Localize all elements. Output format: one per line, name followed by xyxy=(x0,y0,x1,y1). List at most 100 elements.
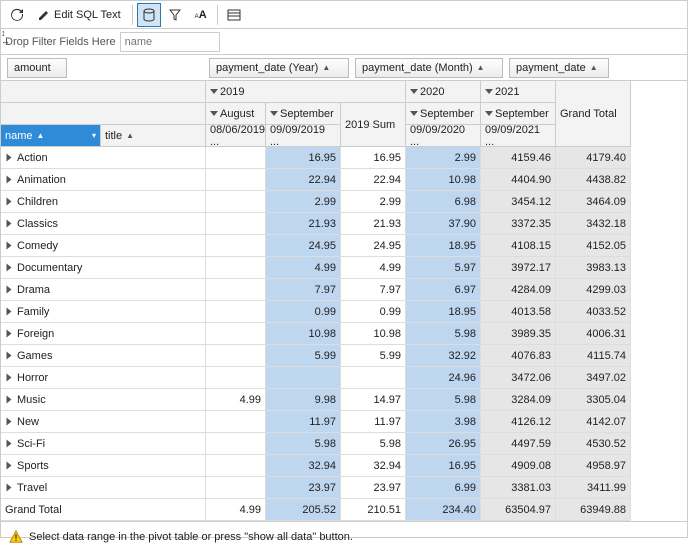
field-year[interactable]: payment_date (Year)▲ xyxy=(209,58,349,78)
data-cell[interactable]: 3411.99 xyxy=(556,477,631,499)
font-button[interactable]: AA xyxy=(189,3,213,27)
field-name[interactable]: name ▲▾ xyxy=(1,125,101,147)
data-cell[interactable] xyxy=(206,147,266,169)
data-cell[interactable]: 4013.58 xyxy=(481,301,556,323)
data-cell[interactable]: 3432.18 xyxy=(556,213,631,235)
data-cell[interactable]: 3972.17 xyxy=(481,257,556,279)
row-label[interactable]: Action xyxy=(1,147,206,169)
data-cell[interactable] xyxy=(206,235,266,257)
month-august-header[interactable]: August xyxy=(206,103,266,125)
data-cell[interactable]: 11.97 xyxy=(266,411,341,433)
data-cell[interactable]: 4.99 xyxy=(206,389,266,411)
data-cell[interactable]: 2.99 xyxy=(266,191,341,213)
month-september-header[interactable]: September xyxy=(406,103,481,125)
data-cell[interactable] xyxy=(266,367,341,389)
data-cell[interactable]: 14.97 xyxy=(341,389,406,411)
data-cell[interactable]: 4115.74 xyxy=(556,345,631,367)
data-cell[interactable]: 4909.08 xyxy=(481,455,556,477)
data-cell[interactable]: 4142.07 xyxy=(556,411,631,433)
row-label[interactable]: Classics xyxy=(1,213,206,235)
data-cell[interactable]: 16.95 xyxy=(341,147,406,169)
field-amount[interactable]: amount xyxy=(7,58,67,78)
data-cell[interactable]: 3284.09 xyxy=(481,389,556,411)
data-cell[interactable]: 3381.03 xyxy=(481,477,556,499)
data-cell[interactable]: 2.99 xyxy=(406,147,481,169)
data-cell[interactable]: 3989.35 xyxy=(481,323,556,345)
data-cell[interactable]: 6.99 xyxy=(406,477,481,499)
data-cell[interactable]: 22.94 xyxy=(266,169,341,191)
data-cell[interactable]: 5.98 xyxy=(406,389,481,411)
data-cell[interactable]: 7.97 xyxy=(266,279,341,301)
row-label[interactable]: New xyxy=(1,411,206,433)
db-view-button[interactable] xyxy=(137,3,161,27)
data-cell[interactable]: 3305.04 xyxy=(556,389,631,411)
layout-button[interactable] xyxy=(222,3,246,27)
data-cell[interactable]: 4126.12 xyxy=(481,411,556,433)
data-cell[interactable]: 3472.06 xyxy=(481,367,556,389)
data-cell[interactable]: 4033.52 xyxy=(556,301,631,323)
data-cell[interactable] xyxy=(206,301,266,323)
data-cell[interactable]: 5.99 xyxy=(341,345,406,367)
data-cell[interactable]: 4006.31 xyxy=(556,323,631,345)
data-cell[interactable] xyxy=(206,323,266,345)
data-cell[interactable] xyxy=(206,191,266,213)
data-cell[interactable]: 4958.97 xyxy=(556,455,631,477)
data-cell[interactable]: 5.99 xyxy=(266,345,341,367)
data-cell[interactable]: 2.99 xyxy=(341,191,406,213)
data-cell[interactable] xyxy=(206,455,266,477)
year-2020-header[interactable]: 2020 xyxy=(406,81,481,103)
data-cell[interactable]: 9.98 xyxy=(266,389,341,411)
data-cell[interactable]: 5.98 xyxy=(266,433,341,455)
data-cell[interactable]: 3454.12 xyxy=(481,191,556,213)
data-cell[interactable]: 32.94 xyxy=(341,455,406,477)
data-cell[interactable]: 4438.82 xyxy=(556,169,631,191)
data-cell[interactable]: 7.97 xyxy=(341,279,406,301)
refresh-button[interactable] xyxy=(5,3,29,27)
month-september-header[interactable]: September xyxy=(266,103,341,125)
data-cell[interactable]: 4284.09 xyxy=(481,279,556,301)
year-2021-header[interactable]: 2021 xyxy=(481,81,556,103)
data-cell[interactable]: 4108.15 xyxy=(481,235,556,257)
data-cell[interactable]: 10.98 xyxy=(341,323,406,345)
data-cell[interactable]: 4299.03 xyxy=(556,279,631,301)
data-cell[interactable]: 22.94 xyxy=(341,169,406,191)
data-cell[interactable]: 32.94 xyxy=(266,455,341,477)
row-label[interactable]: Horror xyxy=(1,367,206,389)
data-cell[interactable]: 23.97 xyxy=(341,477,406,499)
data-cell[interactable]: 4497.59 xyxy=(481,433,556,455)
data-cell[interactable] xyxy=(206,367,266,389)
data-cell[interactable]: 10.98 xyxy=(406,169,481,191)
data-cell[interactable]: 24.96 xyxy=(406,367,481,389)
row-label[interactable]: Travel xyxy=(1,477,206,499)
year-2019-header[interactable]: 2019 xyxy=(206,81,406,103)
row-label[interactable]: Games xyxy=(1,345,206,367)
data-cell[interactable] xyxy=(206,411,266,433)
data-cell[interactable]: 24.95 xyxy=(266,235,341,257)
data-cell[interactable]: 24.95 xyxy=(341,235,406,257)
data-cell[interactable]: 16.95 xyxy=(406,455,481,477)
row-label[interactable]: Foreign xyxy=(1,323,206,345)
data-cell[interactable]: 0.99 xyxy=(266,301,341,323)
data-cell[interactable]: 3372.35 xyxy=(481,213,556,235)
data-cell[interactable]: 4179.40 xyxy=(556,147,631,169)
data-cell[interactable]: 4076.83 xyxy=(481,345,556,367)
data-cell[interactable]: 26.95 xyxy=(406,433,481,455)
data-cell[interactable]: 3497.02 xyxy=(556,367,631,389)
data-cell[interactable]: 3983.13 xyxy=(556,257,631,279)
data-cell[interactable]: 4530.52 xyxy=(556,433,631,455)
field-date[interactable]: payment_date▲ xyxy=(509,58,609,78)
filter-input[interactable] xyxy=(120,32,220,52)
month-september-header[interactable]: September xyxy=(481,103,556,125)
data-cell[interactable]: 37.90 xyxy=(406,213,481,235)
data-cell[interactable] xyxy=(206,169,266,191)
data-cell[interactable]: 3464.09 xyxy=(556,191,631,213)
data-cell[interactable]: 4404.90 xyxy=(481,169,556,191)
data-cell[interactable] xyxy=(341,367,406,389)
row-label[interactable]: Sci-Fi xyxy=(1,433,206,455)
data-cell[interactable]: 18.95 xyxy=(406,235,481,257)
field-month[interactable]: payment_date (Month)▲ xyxy=(355,58,503,78)
data-cell[interactable]: 11.97 xyxy=(341,411,406,433)
data-cell[interactable]: 4.99 xyxy=(266,257,341,279)
field-title[interactable]: title ▲ xyxy=(101,125,206,147)
data-cell[interactable] xyxy=(206,279,266,301)
